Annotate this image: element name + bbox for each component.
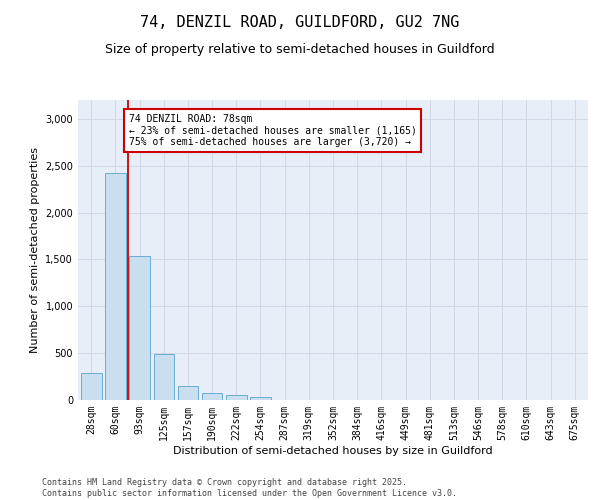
- Text: 74 DENZIL ROAD: 78sqm
← 23% of semi-detached houses are smaller (1,165)
75% of s: 74 DENZIL ROAD: 78sqm ← 23% of semi-deta…: [129, 114, 416, 148]
- Bar: [250, 397, 271, 400]
- Y-axis label: Number of semi-detached properties: Number of semi-detached properties: [30, 147, 40, 353]
- Bar: [81, 373, 101, 400]
- Bar: [226, 396, 247, 400]
- Bar: [130, 256, 150, 400]
- Text: Size of property relative to semi-detached houses in Guildford: Size of property relative to semi-detach…: [105, 42, 495, 56]
- Text: 74, DENZIL ROAD, GUILDFORD, GU2 7NG: 74, DENZIL ROAD, GUILDFORD, GU2 7NG: [140, 15, 460, 30]
- Bar: [154, 354, 174, 400]
- Bar: [105, 173, 126, 400]
- Bar: [202, 392, 223, 400]
- Bar: [178, 386, 198, 400]
- X-axis label: Distribution of semi-detached houses by size in Guildford: Distribution of semi-detached houses by …: [173, 446, 493, 456]
- Text: Contains HM Land Registry data © Crown copyright and database right 2025.
Contai: Contains HM Land Registry data © Crown c…: [42, 478, 457, 498]
